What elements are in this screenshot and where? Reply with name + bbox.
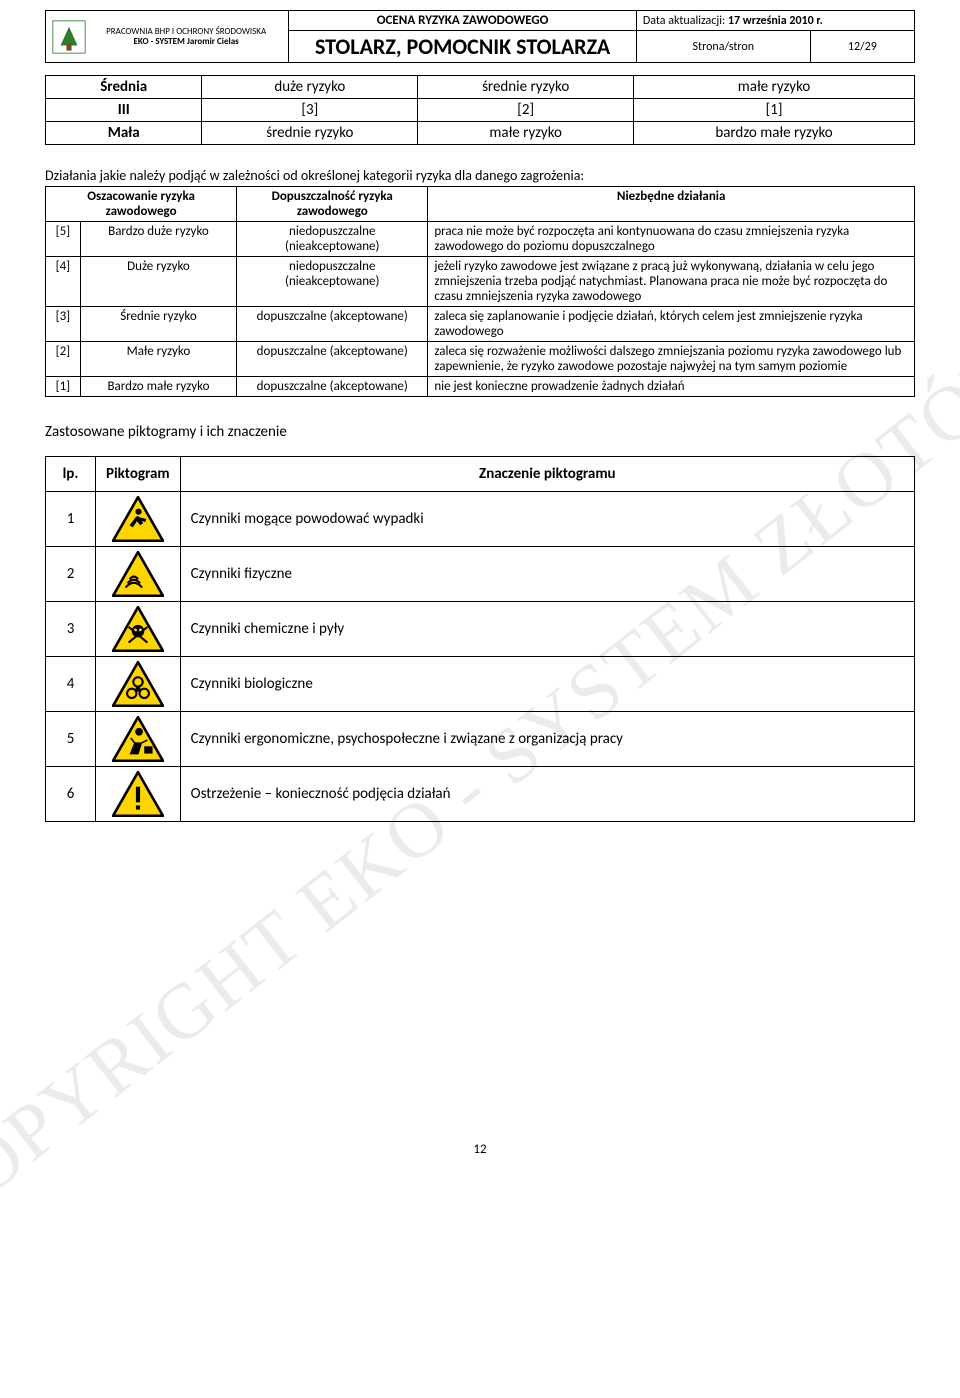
picto-row-num: 5 [46,712,96,767]
matrix-cell: [3] [202,99,418,122]
matrix-cell: małe ryzyko [418,122,634,145]
footer-page-number: 12 [45,1142,915,1157]
actions-row-desc: nie jest konieczne prowadzenie żadnych d… [428,377,915,397]
actions-row: [2]Małe ryzykodopuszczalne (akceptowane)… [46,342,915,377]
picto-row-icon [96,712,181,767]
actions-row-adm: niedopuszczalne (nieakceptowane) [237,257,428,307]
actions-table: Oszacowanie ryzyka zawodowego Dopuszczal… [45,186,915,397]
picto-row-num: 4 [46,657,96,712]
picto-row: 1 Czynniki mogące powodować wypadki [46,492,915,547]
picto-row-desc: Czynniki mogące powodować wypadki [180,492,914,547]
actions-row-adm: niedopuszczalne (nieakceptowane) [237,222,428,257]
picto-row-desc: Czynniki ergonomiczne, psychospołeczne i… [180,712,914,767]
org-logo-icon [52,20,86,54]
assessment-label: OCENA RYZYKA ZAWODOWEGO [289,11,637,31]
matrix-row: III[3][2][1] [46,99,915,122]
matrix-cell: bardzo małe ryzyko [634,122,915,145]
picto-row: 5 Czynniki ergonomiczne, psychospołeczne … [46,712,915,767]
actions-row-adm: dopuszczalne (akceptowane) [237,307,428,342]
picto-row: 2 Czynniki fizyczne [46,547,915,602]
actions-row-name: Średnie ryzyko [80,307,236,342]
picto-row-icon [96,657,181,712]
picto-h-meaning: Znaczenie piktogramu [180,457,914,492]
actions-row-desc: zaleca się rozważenie możliwości dalszeg… [428,342,915,377]
picto-row-icon [96,767,181,822]
actions-row: [5]Bardzo duże ryzykoniedopuszczalne (ni… [46,222,915,257]
picto-row: 6 Ostrzeżenie – konieczność podjęcia dzia… [46,767,915,822]
actions-row-name: Bardzo małe ryzyko [80,377,236,397]
matrix-cell: małe ryzyko [634,76,915,99]
picto-title: Zastosowane piktogramy i ich znaczenie [45,423,915,441]
picto-row-num: 3 [46,602,96,657]
matrix-row: Średniaduże ryzykośrednie ryzykomałe ryz… [46,76,915,99]
actions-row-adm: dopuszczalne (akceptowane) [237,342,428,377]
actions-row-desc: jeżeli ryzyko zawodowe jest związane z p… [428,257,915,307]
actions-h-admissibility: Dopuszczalność ryzyka zawodowego [237,187,428,222]
picto-h-picto: Piktogram [96,457,181,492]
actions-row-name: Duże ryzyko [80,257,236,307]
actions-h-necessary: Niezbędne działania [428,187,915,222]
actions-row-desc: praca nie może być rozpoczęta ani kontyn… [428,222,915,257]
matrix-row-label: Mała [46,122,202,145]
actions-row-num: [3] [46,307,81,342]
picto-row-num: 1 [46,492,96,547]
actions-intro: Działania jakie należy podjąć w zależnoś… [45,167,915,184]
matrix-cell: [1] [634,99,915,122]
actions-row-name: Małe ryzyko [80,342,236,377]
picto-row-icon [96,602,181,657]
document-header: PRACOWNIA BHP I OCHRONY ŚRODOWISKA EKO -… [45,10,915,63]
actions-row: [1]Bardzo małe ryzykodopuszczalne (akcep… [46,377,915,397]
actions-row-num: [5] [46,222,81,257]
org-cell: PRACOWNIA BHP I OCHRONY ŚRODOWISKA EKO -… [46,11,289,63]
actions-row: [3]Średnie ryzykodopuszczalne (akceptowa… [46,307,915,342]
matrix-cell: średnie ryzyko [418,76,634,99]
actions-row-adm: dopuszczalne (akceptowane) [237,377,428,397]
update-date: 17 września 2010 r. [728,14,823,28]
actions-row-name: Bardzo duże ryzyko [80,222,236,257]
update-label: Data aktualizacji: [643,14,728,28]
picto-row: 3 Czynniki chemiczne i pyły [46,602,915,657]
picto-table: lp. Piktogram Znaczenie piktogramu 1 Czyn… [45,456,915,822]
actions-row: [4]Duże ryzykoniedopuszczalne (nieakcept… [46,257,915,307]
picto-row-icon [96,547,181,602]
matrix-cell: [2] [418,99,634,122]
matrix-row-label: III [46,99,202,122]
picto-row-desc: Czynniki chemiczne i pyły [180,602,914,657]
picto-row-desc: Czynniki fizyczne [180,547,914,602]
matrix-row-label: Średnia [46,76,202,99]
org-line2: EKO - SYSTEM Jaromir Cielas [134,36,239,47]
actions-row-num: [1] [46,377,81,397]
matrix-cell: średnie ryzyko [202,122,418,145]
actions-row-desc: zaleca się zaplanowanie i podjęcie dział… [428,307,915,342]
actions-h-assessment: Oszacowanie ryzyka zawodowego [46,187,237,222]
matrix-row: Małaśrednie ryzykomałe ryzykobardzo małe… [46,122,915,145]
picto-row-desc: Ostrzeżenie – konieczność podjęcia dział… [180,767,914,822]
picto-row-icon [96,492,181,547]
actions-row-num: [4] [46,257,81,307]
picto-row-num: 2 [46,547,96,602]
risk-matrix-table: Średniaduże ryzykośrednie ryzykomałe ryz… [45,75,915,145]
picto-row-num: 6 [46,767,96,822]
picto-row: 4 Czynniki biologiczne [46,657,915,712]
picto-row-desc: Czynniki biologiczne [180,657,914,712]
job-title: STOLARZ, POMOCNIK STOLARZA [289,31,637,63]
page-label: Strona/stron [636,31,810,63]
matrix-cell: duże ryzyko [202,76,418,99]
picto-h-lp: lp. [46,457,96,492]
actions-row-num: [2] [46,342,81,377]
page-value: 12/29 [810,31,914,63]
update-date-cell: Data aktualizacji: 17 września 2010 r. [636,11,914,31]
